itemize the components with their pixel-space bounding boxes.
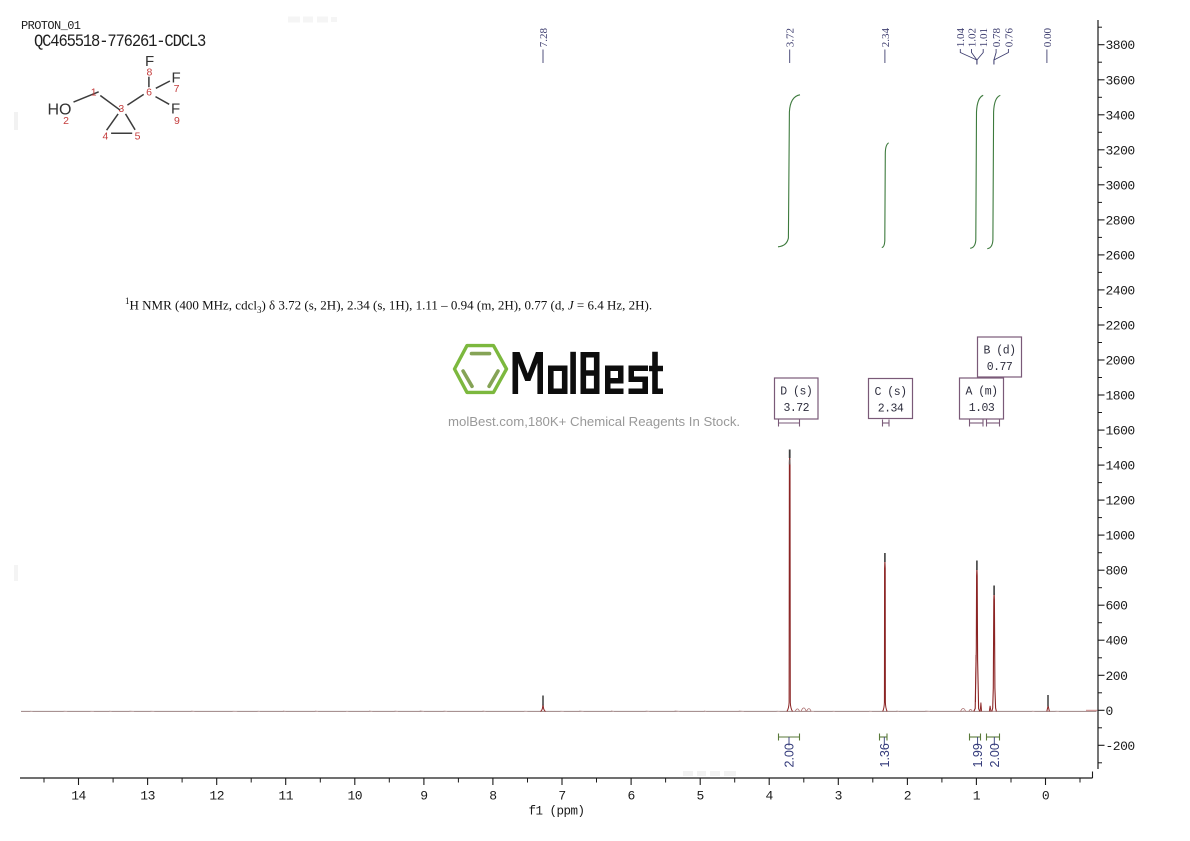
svg-text:1: 1 (973, 789, 981, 804)
svg-text:1.36: 1.36 (878, 743, 892, 767)
svg-text:6: 6 (146, 87, 152, 99)
svg-text:C (s): C (s) (874, 386, 906, 399)
svg-text:2400: 2400 (1106, 283, 1135, 298)
svg-text:3000: 3000 (1106, 178, 1135, 193)
svg-text:0.78: 0.78 (991, 28, 1003, 48)
svg-text:D (s): D (s) (780, 386, 812, 399)
svg-text:0.77: 0.77 (987, 361, 1013, 374)
svg-text:9: 9 (174, 115, 180, 127)
svg-text:12: 12 (209, 789, 224, 804)
svg-text:800: 800 (1106, 564, 1128, 579)
svg-text:3.72: 3.72 (785, 28, 797, 47)
svg-text:5: 5 (135, 130, 141, 142)
svg-text:3200: 3200 (1106, 143, 1135, 158)
svg-text:2.00: 2.00 (988, 743, 1002, 767)
svg-text:A (m): A (m) (965, 386, 997, 399)
svg-text:1.01: 1.01 (978, 28, 990, 47)
svg-text:7.28: 7.28 (538, 28, 550, 48)
svg-text:3600: 3600 (1106, 73, 1135, 88)
svg-text:1.02: 1.02 (966, 28, 978, 47)
svg-text:-200: -200 (1106, 739, 1135, 754)
svg-text:6: 6 (627, 789, 634, 804)
svg-text:7: 7 (558, 789, 565, 804)
svg-text:5: 5 (697, 789, 704, 804)
svg-text:600: 600 (1106, 599, 1128, 614)
svg-text:8: 8 (146, 67, 152, 79)
svg-text:2.00: 2.00 (783, 743, 797, 767)
svg-text:0.00: 0.00 (1042, 28, 1054, 48)
svg-text:f1 (ppm): f1 (ppm) (528, 805, 584, 819)
svg-text:1.04: 1.04 (955, 28, 967, 48)
svg-text:400: 400 (1106, 634, 1128, 649)
svg-text:0.76: 0.76 (1003, 28, 1015, 48)
svg-text:2.34: 2.34 (880, 28, 892, 48)
svg-text:2000: 2000 (1106, 354, 1135, 369)
svg-text:3800: 3800 (1106, 38, 1135, 53)
svg-text:1600: 1600 (1106, 424, 1135, 439)
svg-text:3: 3 (118, 103, 124, 115)
svg-text:3.72: 3.72 (783, 402, 809, 415)
svg-text:F: F (172, 70, 181, 87)
svg-text:F: F (145, 53, 154, 70)
svg-text:3400: 3400 (1106, 108, 1135, 123)
svg-text:1800: 1800 (1106, 389, 1135, 404)
svg-text:8: 8 (489, 789, 496, 804)
svg-text:2: 2 (63, 115, 69, 127)
svg-text:14: 14 (71, 789, 86, 804)
svg-text:2: 2 (904, 789, 911, 804)
svg-text:2200: 2200 (1106, 319, 1135, 334)
svg-text:F: F (171, 101, 180, 118)
svg-text:2.34: 2.34 (878, 403, 904, 416)
svg-text:1.03: 1.03 (969, 402, 995, 415)
svg-text:2800: 2800 (1106, 213, 1135, 228)
svg-text:9: 9 (420, 789, 427, 804)
svg-text:1200: 1200 (1106, 494, 1135, 509)
svg-text:200: 200 (1106, 669, 1128, 684)
svg-text:1000: 1000 (1106, 529, 1135, 544)
svg-text:0: 0 (1042, 789, 1049, 804)
svg-text:0: 0 (1106, 704, 1113, 719)
svg-text:3: 3 (835, 789, 842, 804)
svg-text:B (d): B (d) (983, 345, 1015, 358)
svg-text:13: 13 (140, 789, 155, 804)
svg-text:1400: 1400 (1106, 459, 1135, 474)
svg-text:1.99: 1.99 (971, 743, 985, 767)
svg-text:4: 4 (766, 789, 774, 804)
svg-text:11: 11 (278, 789, 293, 804)
svg-text:10: 10 (347, 789, 362, 804)
svg-text:4: 4 (102, 130, 108, 142)
svg-text:2600: 2600 (1106, 248, 1135, 263)
svg-text:1: 1 (91, 86, 97, 98)
svg-text:HO: HO (48, 102, 72, 119)
svg-text:7: 7 (174, 83, 180, 95)
